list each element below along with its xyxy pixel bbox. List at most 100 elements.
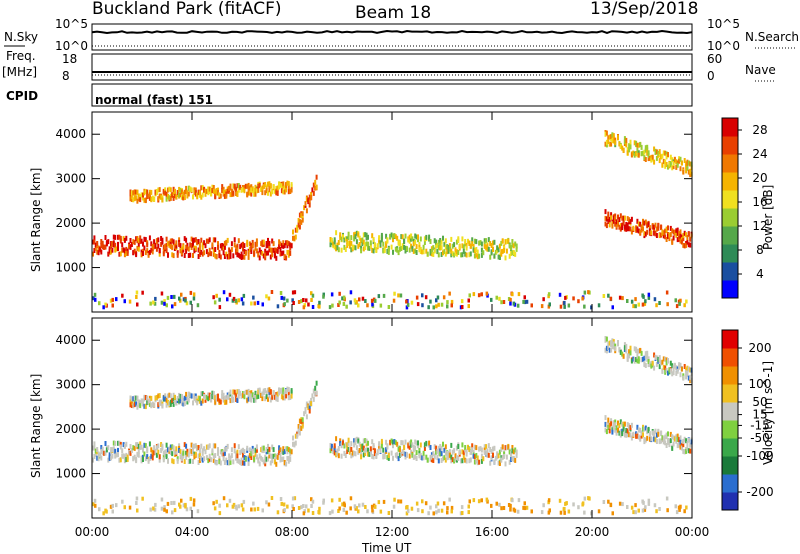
power-cell bbox=[179, 248, 182, 254]
velocity-cell bbox=[335, 452, 338, 458]
power-cell bbox=[223, 193, 226, 199]
power-cell bbox=[171, 304, 174, 309]
velocity-cell bbox=[125, 457, 128, 463]
power-cell bbox=[117, 234, 119, 240]
power-cell bbox=[210, 251, 213, 257]
power-cell bbox=[219, 193, 222, 199]
velocity-cell bbox=[623, 430, 626, 436]
power-cell bbox=[217, 189, 219, 195]
velocity-cell bbox=[268, 446, 271, 452]
power-cell bbox=[212, 295, 215, 300]
power-cell bbox=[373, 245, 376, 250]
power-cell bbox=[353, 232, 356, 238]
power-cell bbox=[490, 297, 493, 302]
velocity-cell bbox=[136, 451, 139, 457]
power-cell bbox=[617, 214, 619, 220]
velocity-cell bbox=[412, 454, 415, 460]
velocity-cell bbox=[644, 437, 647, 443]
power-cell bbox=[472, 243, 475, 249]
velocity-cell bbox=[404, 454, 407, 460]
power-cell bbox=[192, 292, 196, 297]
velocity-cell bbox=[146, 448, 149, 454]
velocity-cell bbox=[153, 507, 157, 512]
power-cell bbox=[418, 241, 421, 247]
power-cell bbox=[675, 228, 678, 234]
velocity-cell bbox=[147, 399, 150, 405]
velocity-cell bbox=[476, 455, 479, 461]
power-cell bbox=[296, 227, 299, 233]
power-cell bbox=[685, 242, 688, 248]
power-cell bbox=[336, 245, 339, 251]
power-cell bbox=[297, 300, 301, 304]
power-cell bbox=[664, 234, 667, 240]
velocity-cell bbox=[621, 351, 624, 357]
power-cell bbox=[271, 247, 274, 253]
velocity-cell bbox=[604, 421, 607, 427]
velocity-cell bbox=[676, 368, 679, 374]
velocity-cell bbox=[630, 422, 633, 428]
power-cell bbox=[143, 236, 146, 242]
velocity-cell bbox=[315, 390, 318, 396]
velocity-cell bbox=[119, 441, 122, 447]
power-cell bbox=[367, 245, 369, 251]
power-cell bbox=[437, 244, 440, 250]
power-cell bbox=[275, 186, 278, 191]
velocity-cell bbox=[467, 504, 470, 509]
velocity-cell bbox=[279, 457, 282, 463]
velocity-cell bbox=[200, 443, 203, 449]
velocity-cell bbox=[236, 389, 239, 395]
power-cell bbox=[687, 169, 690, 175]
velocity-cell bbox=[92, 445, 94, 451]
power-cell bbox=[361, 237, 364, 243]
velocity-cell bbox=[462, 450, 465, 456]
velocity-cell bbox=[635, 433, 638, 439]
power-cell bbox=[655, 149, 658, 155]
power-cell bbox=[336, 242, 339, 248]
power-cell bbox=[369, 243, 372, 249]
velocity-cell bbox=[414, 445, 417, 451]
velocity-cell bbox=[597, 509, 601, 514]
velocity-cell bbox=[254, 447, 257, 453]
velocity-cell bbox=[644, 505, 647, 510]
power-cell bbox=[331, 303, 334, 308]
power-cell bbox=[267, 190, 269, 196]
power-cell bbox=[194, 191, 197, 197]
power-cell bbox=[247, 250, 250, 256]
velocity-cell bbox=[178, 447, 181, 453]
power-cell bbox=[215, 254, 218, 260]
velocity-cell bbox=[96, 447, 99, 452]
power-cell bbox=[394, 234, 397, 240]
power-cell bbox=[261, 239, 264, 245]
velocity-cell bbox=[632, 510, 635, 515]
power-cell bbox=[201, 251, 204, 257]
velocity-cell bbox=[621, 421, 624, 427]
power-cell bbox=[267, 181, 269, 187]
velocity-cell bbox=[185, 391, 188, 397]
velocity-cell bbox=[672, 367, 675, 372]
power-cell bbox=[440, 252, 443, 257]
power-cell bbox=[403, 244, 406, 250]
power-cell bbox=[121, 242, 124, 248]
velocity-cell bbox=[386, 454, 389, 460]
velocity-cell bbox=[640, 357, 643, 363]
power-cell bbox=[469, 251, 472, 257]
velocity-cell bbox=[485, 444, 488, 450]
velocity-cell bbox=[349, 496, 353, 501]
velocity-cell bbox=[162, 457, 165, 463]
power-cell bbox=[377, 294, 381, 299]
power-cell bbox=[461, 252, 464, 258]
power-cell bbox=[179, 298, 182, 303]
velocity-cell bbox=[167, 458, 169, 464]
velocity-cell bbox=[204, 394, 207, 400]
power-cell bbox=[251, 186, 254, 192]
power-cell bbox=[268, 183, 271, 189]
velocity-cell bbox=[604, 337, 607, 343]
power-cell bbox=[162, 251, 165, 257]
velocity-cell bbox=[687, 448, 690, 454]
power-cell bbox=[685, 232, 688, 238]
velocity-cell bbox=[415, 456, 418, 461]
velocity-cell bbox=[160, 447, 163, 453]
power-cell bbox=[351, 244, 354, 250]
power-cell bbox=[410, 243, 413, 249]
velocity-cell bbox=[192, 459, 194, 464]
